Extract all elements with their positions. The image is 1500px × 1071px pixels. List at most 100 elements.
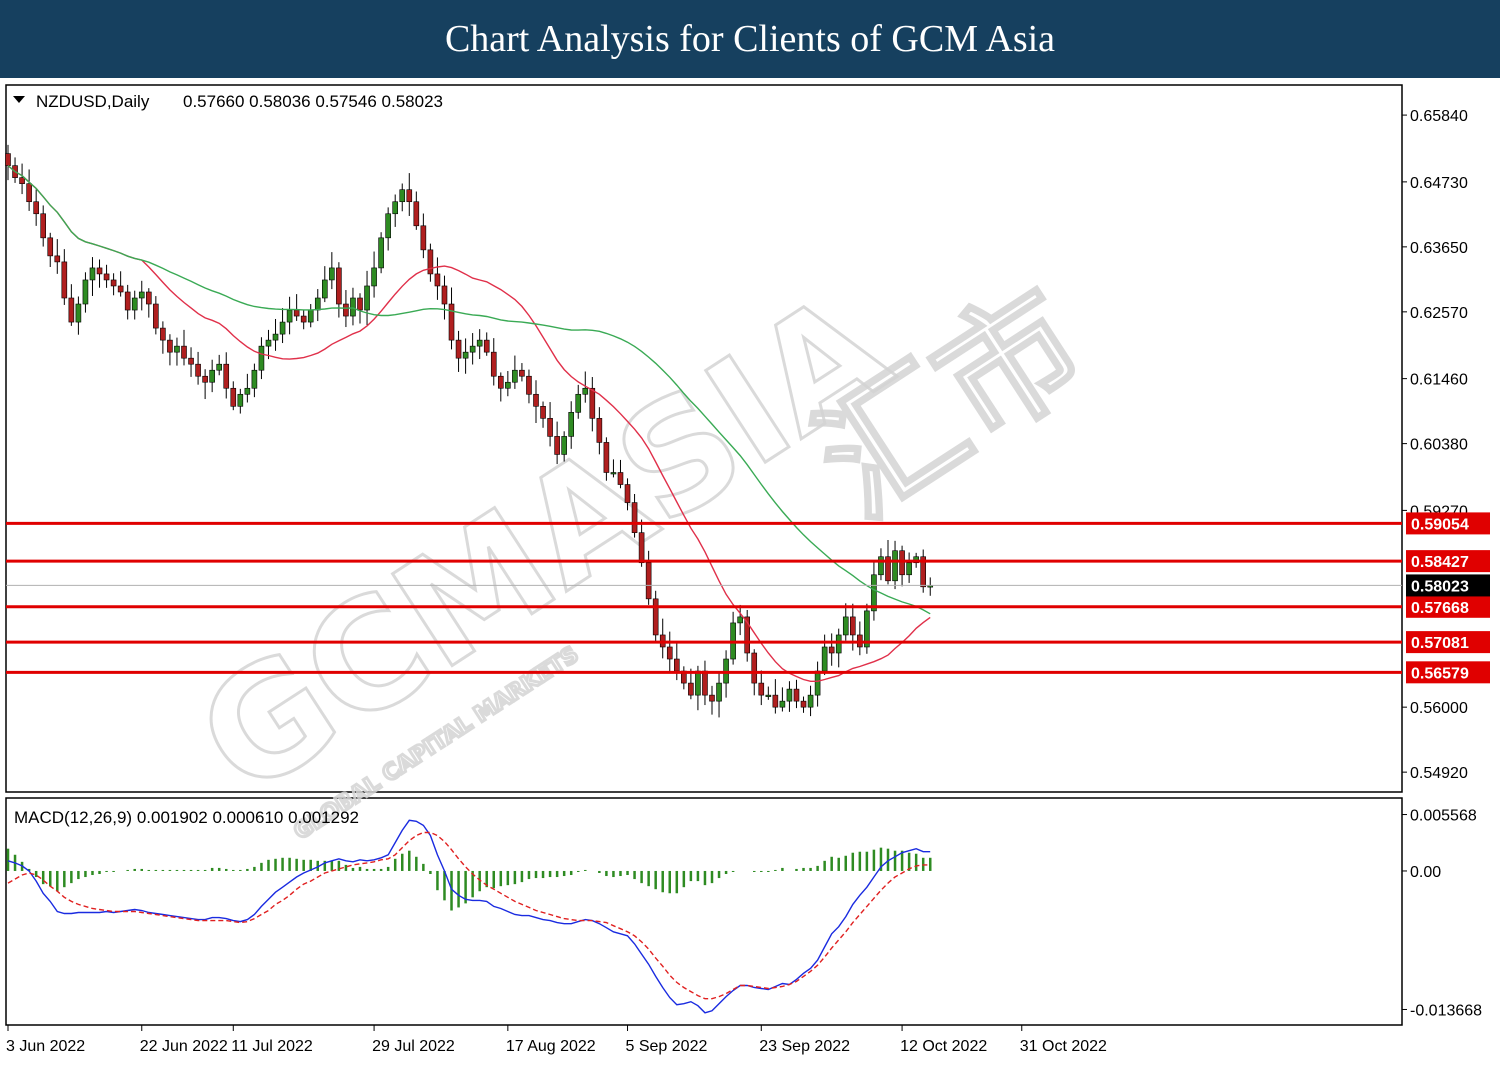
candle-body xyxy=(293,309,300,317)
candle-body xyxy=(673,658,680,672)
candle-body xyxy=(575,393,582,413)
level-tag-bg xyxy=(1406,661,1490,684)
candle-body xyxy=(582,387,589,395)
candle-body xyxy=(589,387,596,419)
candle-body xyxy=(519,369,525,377)
candle-body xyxy=(793,688,800,702)
candle-body xyxy=(216,363,222,371)
macd-pane xyxy=(5,797,1403,1026)
candle-body xyxy=(202,375,208,383)
candle-body xyxy=(631,502,638,533)
candle-body xyxy=(350,297,356,317)
candle-body xyxy=(441,285,448,305)
candle-body xyxy=(554,436,560,455)
candle-body xyxy=(33,201,39,215)
candle-body xyxy=(885,556,891,582)
symbol-header: NZDUSD,Daily xyxy=(36,92,150,111)
candle-body xyxy=(279,321,286,335)
candle-body xyxy=(871,574,877,612)
candle-body xyxy=(160,327,166,341)
candle-body xyxy=(864,610,870,648)
candle-body xyxy=(413,201,420,227)
candle-body xyxy=(469,345,476,353)
level-tag: 0.56579 xyxy=(1411,665,1469,682)
level-tag-bg xyxy=(1406,512,1490,535)
candle-body xyxy=(174,345,180,353)
candle-body xyxy=(181,345,187,359)
level-tag-bg xyxy=(1406,595,1490,618)
candle-body xyxy=(364,285,370,311)
candle-body xyxy=(286,309,293,323)
candle-body xyxy=(758,682,765,696)
macd-tick-label: -0.013668 xyxy=(1410,1002,1482,1019)
macd-tick-label: 0.00 xyxy=(1410,864,1441,881)
candle-body xyxy=(533,393,539,407)
current-price-tag: 0.58023 xyxy=(1411,578,1469,595)
candle-body xyxy=(765,694,772,697)
ma-long-line xyxy=(7,165,931,615)
candle-body xyxy=(490,351,497,377)
candle-body xyxy=(645,562,652,600)
candle-body xyxy=(321,279,328,299)
candle-body xyxy=(392,201,399,215)
candle-body xyxy=(117,285,124,293)
candle-body xyxy=(5,153,11,166)
candle-body xyxy=(617,472,624,485)
level-tag: 0.57081 xyxy=(1411,635,1469,652)
candle-body xyxy=(230,387,237,407)
macd-tick-label: 0.005568 xyxy=(1410,808,1477,825)
candle-body xyxy=(124,291,131,311)
price-layer xyxy=(5,144,1402,718)
candle-body xyxy=(336,267,342,305)
candle-body xyxy=(40,213,47,239)
candle-body xyxy=(624,484,631,503)
price-tick-label: 0.56000 xyxy=(1410,700,1468,717)
candle-body xyxy=(652,598,659,636)
candle-body xyxy=(483,339,490,353)
candle-body xyxy=(779,700,786,708)
candle-body xyxy=(167,339,173,353)
page-title: Chart Analysis for Clients of GCM Asia xyxy=(0,0,1500,78)
candle-body xyxy=(61,261,68,299)
candle-body xyxy=(638,532,645,564)
candle-body xyxy=(526,375,532,395)
candle-body xyxy=(842,616,849,636)
candle-body xyxy=(709,694,715,702)
candle-body xyxy=(195,363,201,377)
candle-body xyxy=(497,375,504,389)
candle-body xyxy=(821,646,828,672)
candle-body xyxy=(906,562,912,576)
candle-body xyxy=(265,339,272,347)
date-tick-label: 31 Oct 2022 xyxy=(1020,1038,1107,1055)
candle-body xyxy=(448,303,455,341)
level-tag: 0.57668 xyxy=(1411,600,1469,617)
candle-body xyxy=(146,291,152,305)
candle-body xyxy=(343,303,349,317)
candle-body xyxy=(96,267,103,275)
date-tick-label: 29 Jul 2022 xyxy=(372,1038,455,1055)
candle-body xyxy=(244,387,251,395)
candle-body xyxy=(540,406,546,419)
dropdown-triangle-icon[interactable] xyxy=(13,96,25,103)
price-tick-label: 0.65840 xyxy=(1410,108,1468,125)
candle-body xyxy=(814,670,821,696)
candle-body xyxy=(455,339,462,359)
candle-body xyxy=(547,418,553,437)
candle-body xyxy=(406,189,413,203)
macd-header: MACD(12,26,9) 0.001902 0.000610 0.001292 xyxy=(14,808,359,827)
candle-body xyxy=(378,237,384,269)
candle-body xyxy=(54,255,61,263)
candle-body xyxy=(807,694,814,708)
candle-body xyxy=(314,297,321,311)
candle-body xyxy=(371,267,377,287)
candle-body xyxy=(786,688,793,702)
candle-body xyxy=(610,472,617,475)
candle-body xyxy=(47,237,54,257)
candle-body xyxy=(300,315,307,323)
candle-body xyxy=(138,291,145,299)
date-tick-label: 23 Sep 2022 xyxy=(759,1038,850,1055)
candle-body xyxy=(666,646,673,660)
candle-body xyxy=(307,309,314,323)
candle-body xyxy=(751,652,758,684)
